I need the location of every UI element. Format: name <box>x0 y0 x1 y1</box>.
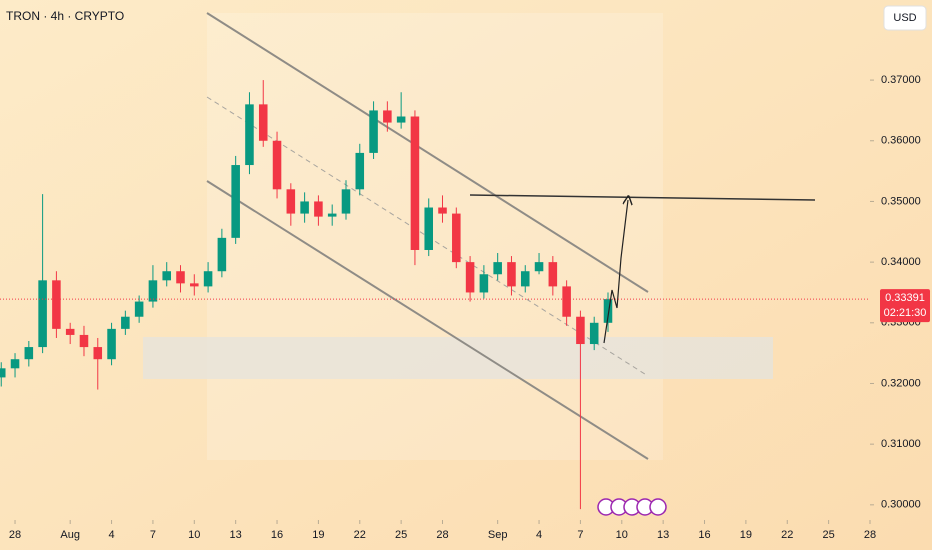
x-tick-label: 4 <box>108 529 114 541</box>
event-icons <box>597 498 667 516</box>
candle-body <box>355 152 365 190</box>
chart-title: TRON · 4h · CRYPTO <box>6 9 124 23</box>
x-tick-label: 28 <box>436 529 448 541</box>
y-tick-label: 0.36000 <box>881 135 921 147</box>
y-tick-label: 0.30000 <box>881 499 921 511</box>
y-tick-label: 0.34000 <box>881 256 921 268</box>
candle-body <box>520 271 530 287</box>
y-tick-label: 0.32000 <box>881 377 921 389</box>
candle-body <box>79 334 89 348</box>
y-tick-label: 0.37000 <box>881 74 921 86</box>
candle-body <box>341 189 351 214</box>
candle-body <box>507 262 516 287</box>
x-tick-label: 10 <box>616 529 628 541</box>
candle-body <box>300 201 309 214</box>
candle-body <box>107 328 116 360</box>
candle-body <box>176 271 185 284</box>
event-icon <box>649 498 667 516</box>
candle-body <box>327 213 337 217</box>
candle-body <box>286 189 296 214</box>
channel-upper <box>206 12 649 293</box>
candle-body <box>396 116 406 123</box>
candle-body <box>134 301 144 317</box>
candle-body <box>245 104 254 166</box>
x-tick-label: 22 <box>354 529 366 541</box>
candle-body <box>438 207 447 214</box>
candle-body <box>217 237 227 272</box>
candle-body <box>314 201 323 217</box>
x-tick-label: 10 <box>188 529 200 541</box>
candle-body <box>410 116 420 250</box>
candle-body <box>479 274 489 293</box>
projection-arrow <box>603 200 628 344</box>
x-tick-label: 19 <box>740 529 752 541</box>
x-tick-label: 7 <box>150 529 156 541</box>
support-zone <box>143 337 773 379</box>
candle-body <box>52 280 61 329</box>
last-price-box <box>880 289 930 323</box>
x-tick-label: 13 <box>657 529 669 541</box>
candle-body <box>203 271 213 287</box>
candle-body <box>231 165 240 238</box>
candle-body <box>465 262 475 293</box>
candle-body <box>148 280 158 302</box>
candle-body <box>10 359 20 369</box>
candle-body <box>65 328 75 335</box>
x-tick-label: 22 <box>781 529 793 541</box>
candle-body <box>190 283 199 287</box>
candle-body <box>493 262 502 275</box>
x-tick-label: Aug <box>60 529 80 541</box>
candle-body <box>534 262 544 272</box>
candle-body <box>162 271 171 281</box>
x-tick-label: 13 <box>230 529 242 541</box>
candle-body <box>452 213 461 263</box>
candles <box>0 80 613 510</box>
x-tick-label: 16 <box>698 529 710 541</box>
x-tick-label: 25 <box>823 529 835 541</box>
candle-body <box>369 110 378 153</box>
candle-body <box>576 316 585 345</box>
candle-body <box>38 280 47 348</box>
currency-button[interactable] <box>883 5 927 31</box>
x-tick-label: Sep <box>488 529 508 541</box>
candle-body <box>24 347 34 360</box>
x-tick-label: 28 <box>9 529 21 541</box>
x-tick-label: 19 <box>312 529 324 541</box>
channel-lower <box>206 180 649 460</box>
x-tick-label: 25 <box>395 529 407 541</box>
countdown-label: 02:21:30 <box>884 307 927 319</box>
x-tick-label: 4 <box>536 529 542 541</box>
drawing-zone <box>207 13 663 460</box>
candle-body <box>548 262 558 287</box>
candle-body <box>424 207 434 250</box>
y-tick-label: 0.35000 <box>881 195 921 207</box>
currency-label[interactable]: USD <box>893 12 916 24</box>
candle-body <box>383 110 392 123</box>
candle-body <box>589 322 599 345</box>
channel-mid <box>206 96 649 377</box>
candle-body <box>603 299 613 323</box>
target-line <box>469 194 816 201</box>
candle-body <box>0 368 6 378</box>
x-tick-label: 7 <box>577 529 583 541</box>
y-tick-label: 0.31000 <box>881 438 921 450</box>
x-tick-label: 16 <box>271 529 283 541</box>
candle-body <box>272 140 282 190</box>
x-tick-label: 28 <box>864 529 876 541</box>
candle-body <box>93 347 103 360</box>
candle-body <box>258 104 268 141</box>
last-price-label: 0.33391 <box>885 292 925 304</box>
candle-body <box>121 316 130 329</box>
candle-body <box>562 286 571 317</box>
